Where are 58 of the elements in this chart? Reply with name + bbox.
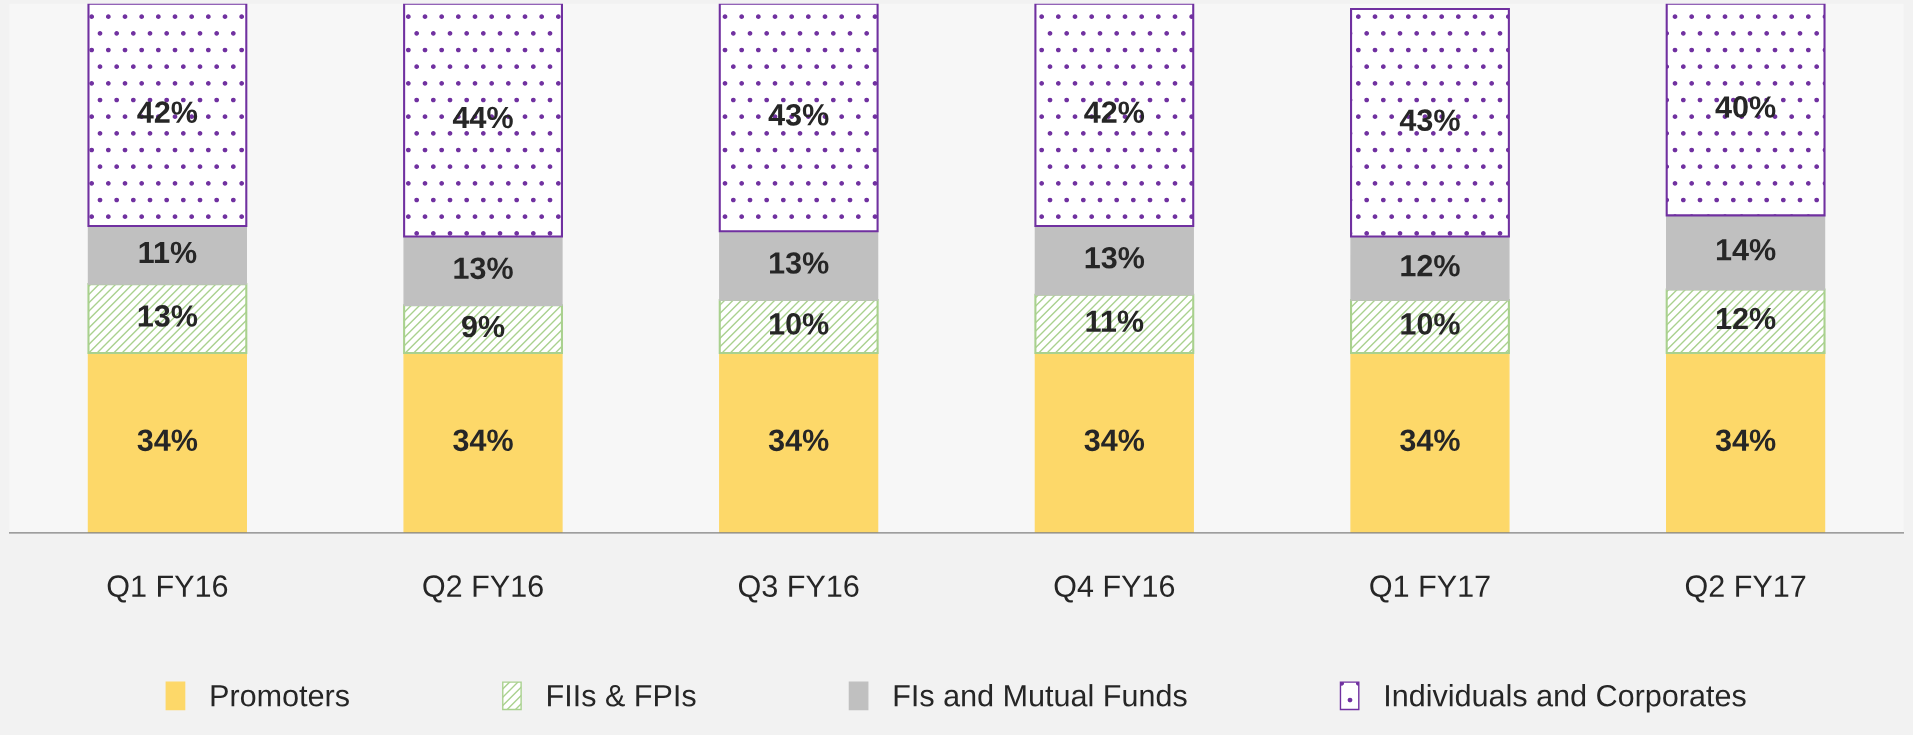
data-label: 9% [462, 315, 505, 338]
bar [1350, 298, 1510, 354]
legend-label: Promoters [211, 685, 349, 707]
data-label: 11% [1086, 310, 1144, 332]
bar [1665, 3, 1826, 217]
bar [1350, 235, 1510, 301]
data-label: 34% [1400, 429, 1460, 452]
bar [718, 298, 879, 354]
data-label: 11% [139, 241, 197, 264]
bar [1034, 352, 1194, 533]
data-label: 34% [1715, 429, 1776, 452]
x-tick-label: Q4 FY16 [1054, 575, 1175, 603]
bar [87, 3, 248, 227]
bar [1666, 214, 1826, 291]
data-label: 12% [1716, 307, 1776, 330]
bar [403, 352, 563, 533]
bar [1666, 352, 1826, 533]
bar [87, 352, 247, 533]
bar [87, 225, 247, 285]
legend-label: FIIs & FPIs [548, 685, 696, 707]
data-label: 34% [453, 429, 513, 452]
x-tick-label: Q1 FY17 [1370, 575, 1490, 603]
bar [87, 283, 248, 354]
bar [718, 3, 879, 233]
x-tick-label: Q2 FY16 [423, 575, 543, 603]
data-label: 34% [137, 429, 198, 452]
data-label: 43% [1399, 109, 1460, 131]
data-label: 43% [768, 104, 829, 126]
data-label: 13% [138, 305, 198, 327]
bar [403, 304, 563, 354]
legend-label: FIs and Mutual Funds [894, 684, 1187, 707]
bar [1034, 225, 1194, 296]
data-label: 14% [1716, 239, 1776, 261]
bar [403, 3, 563, 238]
data-label: 40% [1715, 96, 1776, 118]
bar [719, 230, 879, 301]
data-label: 34% [1084, 429, 1145, 452]
bar [719, 352, 879, 533]
data-label: 42% [137, 101, 198, 123]
data-label: 13% [1085, 246, 1145, 269]
bar [1665, 288, 1826, 354]
data-label: 44% [452, 106, 513, 129]
bar [1350, 7, 1510, 238]
x-tick-label: Q2 FY17 [1685, 575, 1806, 603]
data-label: 42% [1084, 101, 1145, 123]
data-label: 12% [1401, 254, 1460, 277]
data-label: 13% [454, 257, 513, 280]
bar [403, 235, 563, 307]
x-tick-label: Q3 FY16 [738, 575, 859, 603]
data-label: 10% [770, 313, 829, 335]
data-label: 13% [770, 252, 829, 274]
bar [1350, 352, 1510, 533]
bar [1034, 3, 1195, 227]
data-label: 34% [768, 429, 829, 452]
legend-label: Individuals and Corporates [1386, 684, 1746, 713]
data-label: 10% [1401, 313, 1460, 335]
bar [1034, 293, 1195, 354]
x-tick-label: Q1 FY16 [107, 575, 228, 603]
